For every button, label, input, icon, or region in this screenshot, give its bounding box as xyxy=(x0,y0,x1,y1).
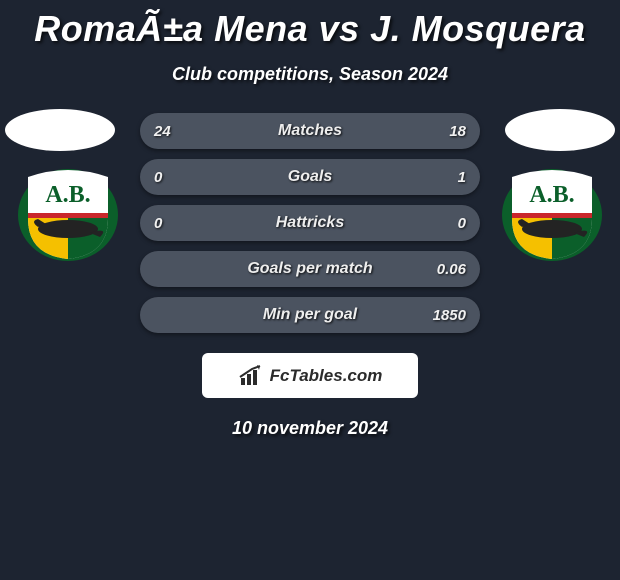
brand-box: FcTables.com xyxy=(202,353,418,398)
stat-label: Goals per match xyxy=(200,260,420,278)
flag-right xyxy=(505,109,615,151)
stat-left: 24 xyxy=(154,123,200,140)
stat-rows: 24 Matches 18 0 Goals 1 0 Hattricks 0 Go… xyxy=(140,113,480,333)
badge-letters: A.B. xyxy=(45,182,90,208)
brand-text: FcTables.com xyxy=(270,366,383,386)
stat-right: 1 xyxy=(420,169,466,186)
stat-row: 0 Goals 1 xyxy=(140,159,480,195)
stat-row: 0 Hattricks 0 xyxy=(140,205,480,241)
club-badge-right: A.B. xyxy=(502,169,602,261)
stat-label: Hattricks xyxy=(200,214,420,232)
club-badge-left: A.B. xyxy=(18,169,118,261)
stat-label: Goals xyxy=(200,168,420,186)
stat-right: 18 xyxy=(420,123,466,140)
stat-right: 1850 xyxy=(420,307,466,324)
stat-right: 0 xyxy=(420,215,466,232)
badge-letters: A.B. xyxy=(529,182,574,208)
chart-icon xyxy=(238,365,266,387)
page-subtitle: Club competitions, Season 2024 xyxy=(0,64,620,85)
stat-row: Goals per match 0.06 xyxy=(140,251,480,287)
flag-left xyxy=(5,109,115,151)
stat-row: 24 Matches 18 xyxy=(140,113,480,149)
stat-right: 0.06 xyxy=(420,261,466,278)
page-title: RomaÃ±a Mena vs J. Mosquera xyxy=(0,0,620,50)
date-text: 10 november 2024 xyxy=(0,418,620,439)
stats-area: A.B. A.B. 24 Matches 18 0 xyxy=(0,113,620,439)
stat-left: 0 xyxy=(154,169,200,186)
stat-label: Matches xyxy=(200,122,420,140)
stat-label: Min per goal xyxy=(200,306,420,324)
stat-left: 0 xyxy=(154,215,200,232)
stat-row: Min per goal 1850 xyxy=(140,297,480,333)
